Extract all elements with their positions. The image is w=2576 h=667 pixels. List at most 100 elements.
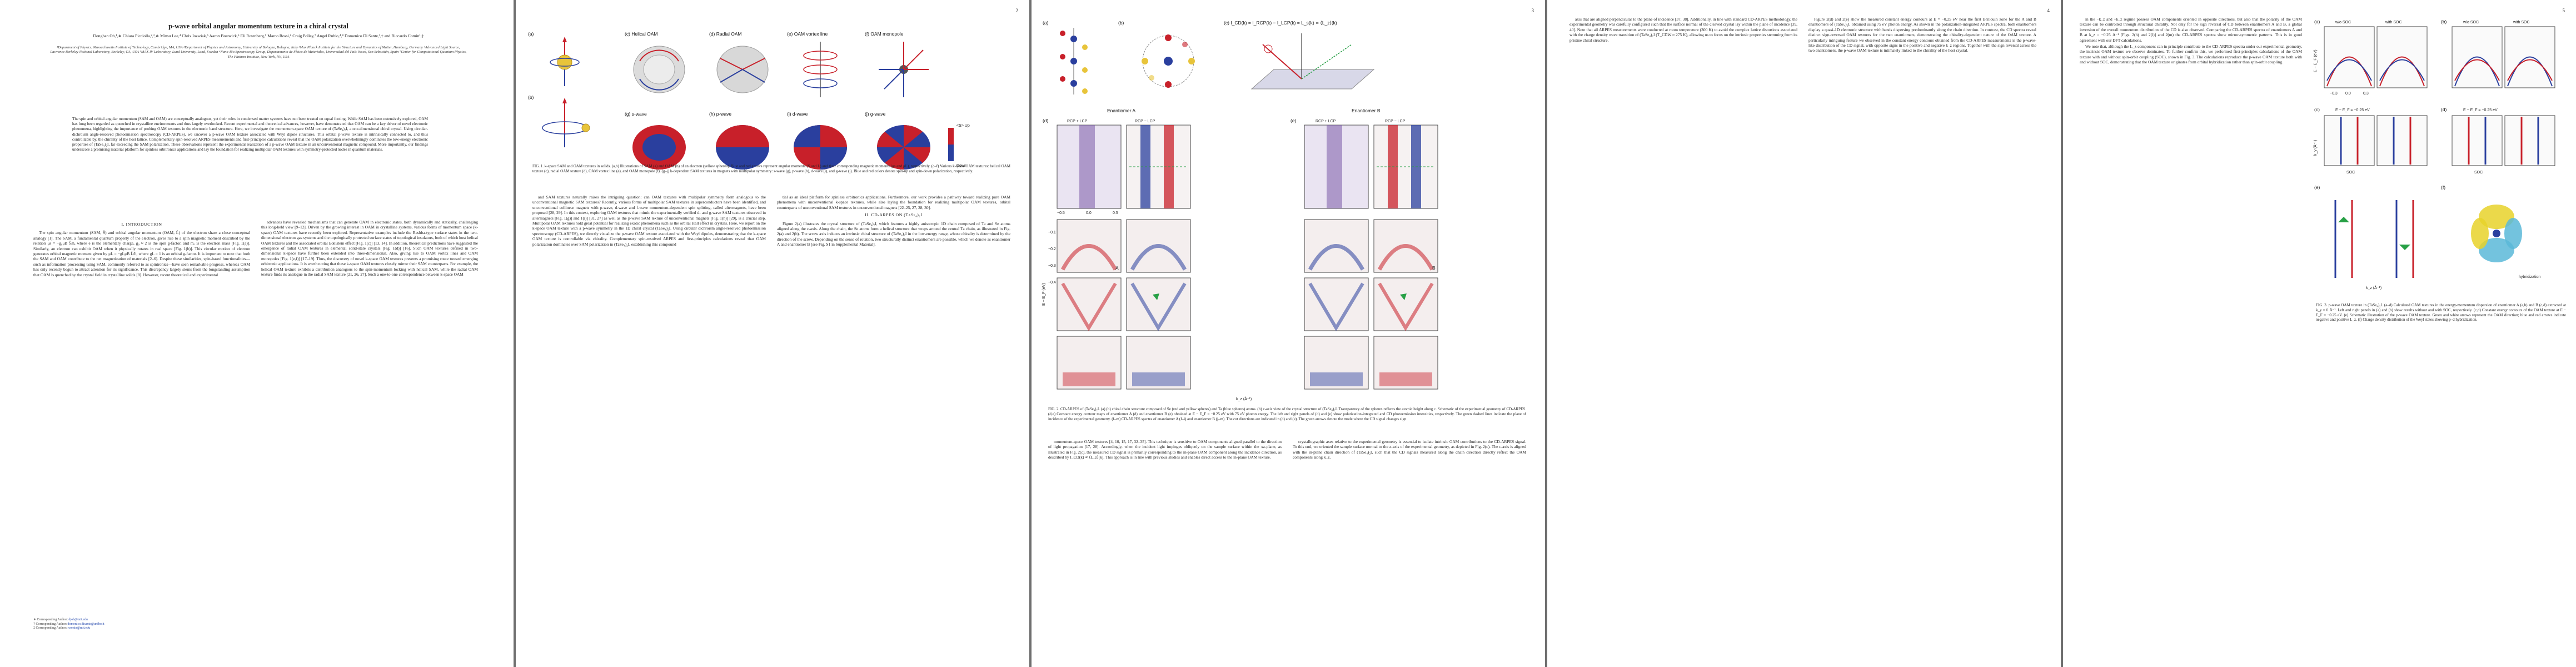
fig1-panel-a-label: (a) — [528, 31, 534, 37]
page2-paragraph-3: Figure 2(a) illustrates the crystal stru… — [777, 221, 1010, 247]
intro-column-left: I. INTRODUCTION The spin angular momentu… — [33, 220, 250, 278]
enantiomer-b-heading: Enantiomer B — [1352, 108, 1381, 113]
fig3-energy-axis-label: E − E_F (eV) — [2314, 49, 2318, 72]
fig3-panel-e-label: (e) — [2314, 185, 2320, 190]
panel-corner-a: A — [1115, 265, 1119, 271]
page5-paragraph-1: in the −k_z and +k_z regime possess OAM … — [2080, 17, 2302, 43]
footnote-3-email[interactable]: rcomin@mit.edu — [67, 626, 91, 630]
spin-colorbar: <S> Up Down — [948, 124, 970, 168]
fig2-ytick-1: −0.1 — [1048, 231, 1056, 235]
page4-paragraph-2: Figure 2(d) and 2(e) show the measured c… — [1808, 17, 2036, 53]
fig3-d-energy: E − E_F = −0.25 eV — [2463, 108, 2498, 112]
footnote-1-email[interactable]: djoh@mit.edu — [68, 618, 88, 621]
fig2-panel-a-label: (a) — [1043, 20, 1049, 26]
c-axis-view — [1142, 34, 1195, 88]
fig1-panel-d-label: (d) Radial OAM — [709, 31, 742, 37]
page2-column-left: and SAM textures naturally raises the in… — [532, 195, 766, 248]
fig2-panel-e-label: (e) — [1291, 118, 1297, 123]
intro-paragraph-2: advances have revealed mechanisms that c… — [261, 220, 478, 277]
p-wave-oam-schematic — [2334, 200, 2414, 278]
footnotes: ∗ Corresponding Author: djoh@mit.edu † C… — [33, 618, 233, 631]
fig3-panel-d-label: (d) — [2441, 107, 2447, 112]
abstract: The spin and orbital angular momentum (S… — [72, 117, 428, 152]
hybridization-label: hybridization — [2519, 275, 2540, 279]
fig3-a-wo-soc: w/o SOC — [2335, 21, 2351, 24]
figure-3: (a) w/o SOC with SOC (b) w/o SOC with SO… — [2313, 19, 2555, 290]
fig1-panel-b-label: (b) — [528, 94, 534, 100]
affiliations: ¹Department of Physics, Massachusetts In… — [50, 46, 467, 59]
page-4: 4 axis that are aligned perpendicular to… — [1547, 0, 2061, 667]
fig2-panel-d-label: (d) — [1043, 118, 1049, 123]
fig1-panel-e-label: (e) OAM vortex line — [787, 31, 828, 37]
g-wave-sam-texture — [877, 125, 930, 170]
section-heading-cd-arpes: II. CD-ARPES ON (TaSe₄)₂I — [865, 212, 923, 218]
enantiomer-b-cd-title: RCP − LCP — [1385, 120, 1406, 123]
fig2-x-axis-label: k_z (Å⁻¹) — [1236, 396, 1252, 401]
fig3-xtick-right: 0.3 — [2363, 92, 2369, 96]
page2-paragraph-2: tial as an ideal platform for spinless o… — [777, 195, 1010, 210]
fig2-xtick-center: 0.0 — [1086, 211, 1092, 215]
page3-column-left: momentum-space OAM textures [4, 10, 15, … — [1048, 439, 1282, 461]
figure-2-caption: FIG. 2. CD-ARPES of (TaSe₄)₂I. (a) (b) c… — [1048, 407, 1526, 421]
page4-paragraph-1: axis that are aligned perpendicular to t… — [1569, 17, 1797, 43]
page-2: 2 (a) (b) (c) Helical OAM (d) Radial OAM — [516, 0, 1029, 667]
chiral-chain-structure — [1060, 28, 1088, 94]
fig3-xtick-center: 0.0 — [2345, 92, 2351, 96]
enantiomer-a-heading: Enantiomer A — [1107, 108, 1135, 113]
fig2-ytick-4: −0.4 — [1048, 281, 1056, 285]
fig1-panel-g-label: (g) s-wave — [625, 111, 647, 117]
page4-column-right: Figure 2(d) and 2(e) show the measured c… — [1808, 17, 2036, 54]
fig2-y-axis-label: E − E_F (eV) — [1042, 283, 1046, 306]
footnote-2-label: † Corresponding Author: — [33, 622, 67, 626]
intro-column-right: advances have revealed mechanisms that c… — [261, 220, 478, 278]
fig1-panel-c-label: (c) Helical OAM — [625, 31, 658, 37]
figure-3-caption: FIG. 3. p-wave OAM texture in (TaSe₄)₂I.… — [2316, 303, 2566, 322]
fig1-panel-j-label: (j) g-wave — [865, 111, 886, 117]
author-list: Donghan Oh,¹,∗ Chiara Picciolla,²,³,∗ Mi… — [93, 33, 424, 38]
fig3-dispersion-panels — [2324, 26, 2555, 88]
page-number: 2 — [1015, 8, 1019, 13]
fig3-panel-b-label: (b) — [2441, 19, 2447, 24]
page-number: 3 — [1531, 8, 1534, 13]
fig2-ytick-2: −0.2 — [1048, 247, 1056, 251]
page-number: 5 — [2562, 8, 2565, 13]
page-3: 3 (a) (b) (c) I_CD(k) = I_RCP(k) − I_LCP… — [1032, 0, 1545, 667]
fig3-xtick-left: −0.3 — [2330, 92, 2338, 96]
p-wave-sam-texture — [716, 125, 769, 170]
page2-paragraph-1: and SAM textures naturally raises the in… — [532, 195, 766, 247]
oam-vortex-line — [803, 42, 838, 97]
enantiomer-a-cd-title: RCP − LCP — [1135, 120, 1155, 123]
spin-legend-title: <S> Up — [956, 124, 970, 128]
fig1-panel-i-label: (i) d-wave — [787, 111, 808, 117]
page4-column-left: axis that are aligned perpendicular to t… — [1569, 17, 1797, 44]
page5-paragraph-2: We note that, although the L_z component… — [2080, 44, 2302, 65]
fig2-ytick-3: −0.3 — [1048, 264, 1056, 268]
fig3-panel-c-label: (c) — [2314, 107, 2320, 112]
page3-paragraph-1: momentum-space OAM textures [4, 10, 15, … — [1048, 439, 1282, 460]
fig1-panel-h-label: (h) p-wave — [709, 111, 731, 117]
page5-column-left: in the −k_z and +k_z regime possess OAM … — [2080, 17, 2302, 66]
orbital-angular-momentum-illustration — [542, 98, 590, 147]
fig3-panel-f-label: (f) — [2441, 185, 2445, 190]
helical-oam-texture — [633, 46, 685, 93]
fig3-constant-energy-contours — [2324, 115, 2555, 166]
oam-monopole — [879, 42, 929, 97]
footnote-2-email[interactable]: domenico.disante@unibo.it — [67, 622, 104, 626]
fig1-panel-f-label: (f) OAM monopole — [865, 31, 904, 37]
radial-oam-texture — [716, 46, 769, 93]
paper-title: p-wave orbital angular momentum texture … — [168, 22, 348, 30]
page-1: p-wave orbital angular momentum texture … — [0, 0, 514, 667]
fig3-ky-axis-label: k_y (Å⁻¹) — [2313, 140, 2318, 156]
fig3-soc-tag-b: SOC — [2474, 171, 2483, 175]
page3-column-right: crystallographic axes relative to the ex… — [1293, 439, 1526, 461]
experimental-geometry — [1250, 33, 1375, 89]
fig2-panel-b-label: (b) — [1118, 20, 1124, 26]
fig3-soc-tag-a: SOC — [2346, 171, 2355, 175]
fig3-kz-axis-label: k_z (Å⁻¹) — [2366, 285, 2381, 290]
enantiomer-a-integrated-title: RCP + LCP — [1067, 120, 1088, 123]
page2-column-right: tial as an ideal platform for spinless o… — [777, 195, 1010, 248]
charge-density-orbitals — [2471, 205, 2522, 262]
fig3-b-wo-soc: w/o SOC — [2463, 21, 2479, 24]
section-heading-intro: I. INTRODUCTION — [121, 222, 162, 227]
footnote-1-label: ∗ Corresponding Author: — [33, 618, 68, 621]
